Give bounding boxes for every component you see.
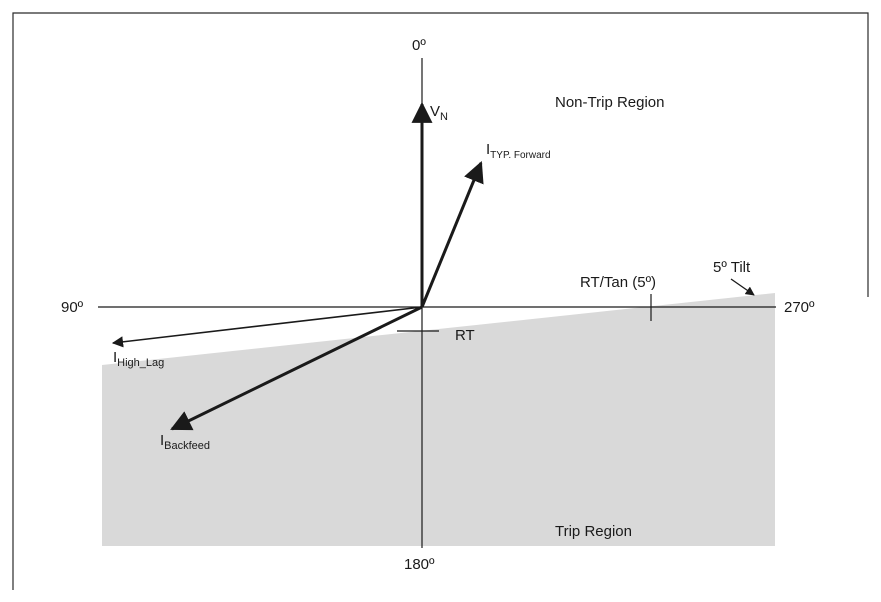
high-lag-vector-arrow xyxy=(111,306,423,348)
tilt-pointer-arrow xyxy=(730,278,755,296)
backfeed-main: I xyxy=(160,432,164,449)
vn-vector-label: VN xyxy=(430,103,448,123)
tilt-label: 5º Tilt xyxy=(713,259,751,276)
axis-label-bottom: 180º xyxy=(404,556,435,573)
high-lag-vector-label: IHigh_Lag xyxy=(113,349,164,369)
typ-forward-vector-arrow xyxy=(420,161,484,308)
trip-region-label: Trip Region xyxy=(555,523,632,540)
trip-region-area xyxy=(102,293,775,546)
typ-forward-vector-label: ITYP. Forward xyxy=(486,141,551,161)
high-lag-main: I xyxy=(113,349,117,366)
rt-label: RT xyxy=(455,327,475,344)
vn-sub: N xyxy=(440,111,448,123)
axis-label-top: 0º xyxy=(412,37,426,54)
backfeed-vector-label: IBackfeed xyxy=(160,432,210,452)
typ-forward-main: I xyxy=(486,141,490,158)
high-lag-sub: High_Lag xyxy=(117,357,164,369)
typ-forward-sub: TYP. Forward xyxy=(490,150,550,161)
frame-border xyxy=(12,12,869,590)
vn-main: V xyxy=(430,103,440,120)
backfeed-vector-arrow xyxy=(170,305,423,431)
backfeed-sub: Backfeed xyxy=(164,440,210,452)
rt-tan-label: RT/Tan (5º) xyxy=(580,274,656,291)
axis-label-right: 270º xyxy=(784,299,815,316)
non-trip-region-label: Non-Trip Region xyxy=(555,94,665,111)
axis-label-left: 90º xyxy=(61,299,84,316)
